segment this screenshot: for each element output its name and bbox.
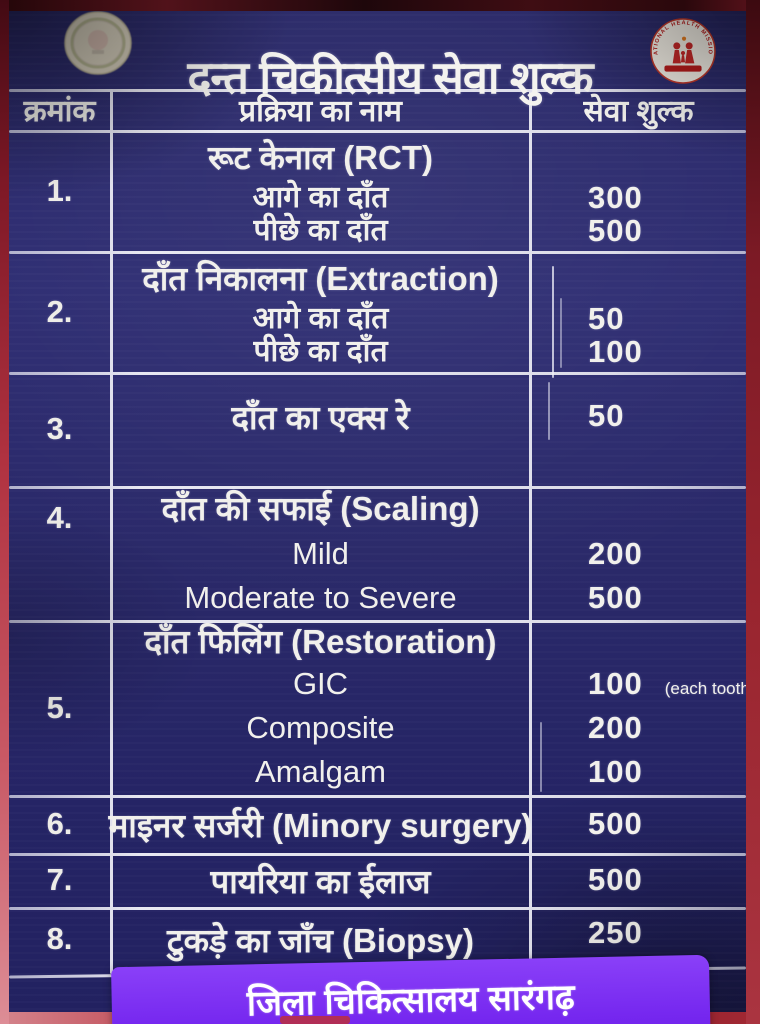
table-row: 7. पायरिया का ईलाज 500	[9, 853, 746, 907]
header-serial: क्रमांक	[23, 95, 96, 128]
table-row: 3. दाँत का एक्स रे 50	[9, 372, 746, 486]
fee-value: 500	[588, 580, 643, 615]
fee-value: 200	[588, 709, 643, 745]
fee-value: 500	[588, 806, 643, 841]
procedure-name: दाँत निकालना (Extraction)	[142, 259, 499, 297]
fee-value: 500	[588, 862, 643, 897]
procedure-name: टुकड़े का जाँच (Biopsy)	[166, 921, 474, 959]
procedure-item: GIC	[292, 665, 349, 701]
row-serial: 8.	[46, 921, 73, 956]
procedure-item: आगे का दाँत	[252, 301, 389, 335]
procedure-name: रूट केनाल (RCT)	[208, 138, 433, 176]
procedure-item: पीछे का दाँत	[253, 213, 388, 247]
scratch-mark	[552, 266, 554, 378]
fee-value: 100	[588, 665, 643, 701]
procedure-item: Moderate to Severe	[184, 580, 457, 615]
row-serial: 7.	[46, 862, 73, 897]
scratch-mark	[560, 298, 562, 368]
state-government-seal-icon	[64, 11, 132, 75]
board-frame-right	[746, 0, 760, 1024]
row-serial: 4.	[46, 500, 73, 535]
procedure-name: माइनर सर्जरी (Minory surgery)	[108, 806, 533, 844]
row-serial: 5.	[46, 689, 73, 725]
fee-value: 300	[588, 179, 643, 215]
fee-value: 500	[588, 212, 643, 248]
hospital-name-banner: जिला चिकित्सालय सारंगढ़	[111, 954, 711, 1024]
scratch-mark	[540, 722, 542, 792]
fee-value: 100	[588, 333, 643, 369]
row-serial: 3.	[46, 411, 73, 446]
procedure-name: दाँत फिलिंग (Restoration)	[144, 622, 497, 660]
fee-value: 100	[588, 753, 643, 789]
procedure-item: Amalgam	[255, 753, 386, 789]
fee-value: 200	[588, 536, 643, 571]
procedure-name: पायरिया का ईलाज	[210, 862, 431, 900]
fee-value: 250	[588, 915, 643, 950]
paint-blotch	[280, 1016, 350, 1024]
procedure-item: पीछे का दाँत	[253, 334, 388, 368]
scratch-mark	[548, 382, 550, 440]
procedure-item: Composite	[246, 709, 395, 745]
fee-value: 50	[588, 300, 625, 336]
table-row: 1. रूट केनाल (RCT) आगे का दाँत पीछे का द…	[9, 130, 746, 251]
fee-line: 100 (each tooth)	[588, 662, 755, 706]
table-row: 5. दाँत फिलिंग (Restoration) GIC Composi…	[9, 620, 756, 795]
table-row: 6. माइनर सर्जरी (Minory surgery) 500	[9, 795, 746, 853]
procedure-item: Mild	[292, 536, 349, 571]
row-serial: 1.	[46, 172, 73, 208]
national-health-mission-logo-icon: NATIONAL HEALTH MISSION	[650, 18, 716, 84]
row-serial: 2.	[46, 293, 73, 329]
board-title: दन्त चिकीत्सीय सेवा शुल्क	[187, 52, 594, 104]
procedure-item: आगे का दाँत	[252, 180, 389, 214]
board-top-edge	[0, 0, 760, 11]
procedure-name: दाँत का एक्स रे	[231, 399, 410, 436]
procedure-name: दाँत की सफाई (Scaling)	[161, 490, 480, 527]
table-row: 2. दाँत निकालना (Extraction) आगे का दाँत…	[9, 251, 746, 372]
fee-note: (each tooth)	[664, 678, 756, 698]
fee-value: 50	[588, 398, 625, 433]
table-row: 4. दाँत की सफाई (Scaling) Mild Moderate …	[9, 486, 746, 620]
board-frame-left	[0, 0, 9, 1024]
row-serial: 6.	[46, 806, 73, 841]
